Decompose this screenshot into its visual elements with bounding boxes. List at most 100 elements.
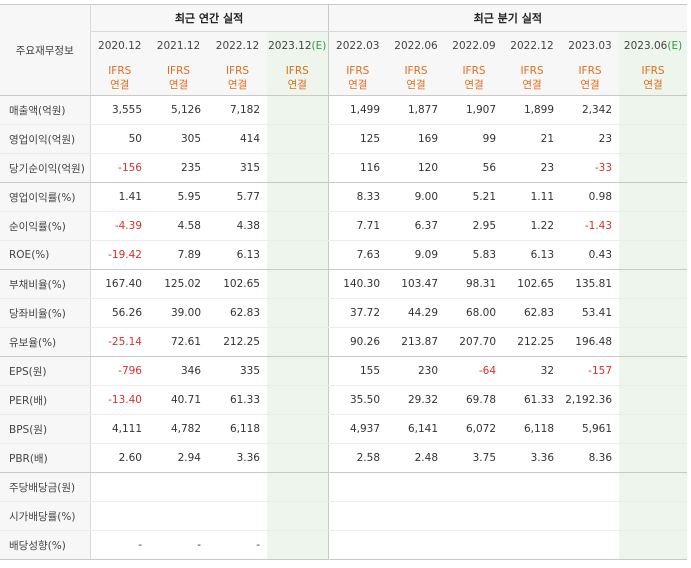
table-cell: 62.83: [503, 298, 562, 328]
table-row: 영업이익(억원) 50 305 414 125 169 99 21 23: [0, 124, 688, 154]
table-cell: [387, 530, 446, 560]
table-cell: -1.43: [561, 211, 620, 241]
table-cell: [90, 472, 149, 502]
table-cell: [267, 124, 329, 154]
table-cell: 0.98: [561, 182, 620, 212]
ifrs-top: IFRS: [641, 64, 665, 77]
table-cell: 2.60: [90, 443, 149, 473]
table-cell: 50: [90, 124, 149, 154]
period-header: 2021.12: [149, 31, 208, 60]
table-cell: [267, 530, 329, 560]
table-row: 매출액(억원) 3,555 5,126 7,182 1,499 1,877 1,907 1,8…: [0, 95, 688, 125]
table-cell: 62.83: [208, 298, 267, 328]
ifrs-top: IFRS: [462, 64, 486, 77]
table-row: PER(배) -13.40 40.71 61.33 35.50 29.32 69.78 61.…: [0, 385, 688, 415]
table-row: 시가배당률(%): [0, 501, 688, 531]
table-cell: 213.87: [387, 327, 446, 357]
table-cell: 125: [327, 124, 388, 154]
table-cell: -25.14: [90, 327, 149, 357]
table-row: 주당배당금(원): [0, 472, 688, 502]
table-cell: [445, 501, 504, 531]
table-cell: [267, 472, 329, 502]
table-cell: [619, 211, 688, 241]
ifrs-bottom: 연결: [110, 78, 130, 91]
table-cell: [327, 472, 388, 502]
table-row: 영업이익률(%) 1.41 5.95 5.77 8.33 9.00 5.21 1.11 0.98: [0, 182, 688, 212]
table-cell: [149, 501, 208, 531]
table-cell: [619, 443, 688, 473]
ifrs-top: IFRS: [225, 64, 250, 77]
table-cell: [208, 501, 267, 531]
row-label: 유보율(%): [0, 327, 91, 357]
table-cell: -796: [90, 356, 149, 386]
table-cell: 335: [208, 356, 267, 386]
table-cell: [561, 472, 620, 502]
ifrs-bottom: 연결: [464, 78, 484, 91]
table-cell: 3.75: [445, 443, 504, 473]
table-cell: 21: [503, 124, 562, 154]
table-cell: 56.26: [90, 298, 149, 328]
table-cell: 230: [387, 356, 446, 386]
financial-summary-table: 주요재무정보 최근 연간 실적 최근 분기 실적 2020.12 2021.12 2…: [0, 4, 688, 560]
table-row: 순이익률(%) -4.39 4.58 4.38 7.71 6.37 2.95 1.22 -1.4…: [0, 211, 688, 241]
table-cell: 0.43: [561, 240, 620, 270]
annual-group-header: 최근 연간 실적: [90, 4, 329, 32]
quarter-group-header: 최근 분기 실적: [327, 4, 688, 32]
table-cell: [387, 472, 446, 502]
ifrs-basis-label: IFRS 연결: [445, 60, 504, 96]
ifrs-bottom: 연결: [348, 78, 368, 91]
table-cell: 346: [149, 356, 208, 386]
ifrs-top: IFRS: [346, 64, 370, 77]
table-cell: 315: [208, 153, 267, 183]
table-cell: 140.30: [327, 269, 388, 299]
table-cell: 1.41: [90, 182, 149, 212]
table-cell: 3,555: [90, 95, 149, 125]
ifrs-top: IFRS: [520, 64, 544, 77]
table-cell: 29.32: [387, 385, 446, 415]
table-cell: 116: [327, 153, 388, 183]
table-cell: 167.40: [90, 269, 149, 299]
table-cell: [267, 298, 329, 328]
table-cell: [149, 472, 208, 502]
table-cell: [267, 153, 329, 183]
table-cell: 23: [561, 124, 620, 154]
table-cell: 5.77: [208, 182, 267, 212]
table-cell: 37.72: [327, 298, 388, 328]
table-cell: 61.33: [208, 385, 267, 415]
table-row: EPS(원) -796 346 335 155 230 -64 32 -157: [0, 356, 688, 386]
table-cell: 4,111: [90, 414, 149, 444]
table-cell: 6.13: [503, 240, 562, 270]
table-cell: 2.58: [327, 443, 388, 473]
table-row: 당좌비율(%) 56.26 39.00 62.83 37.72 44.29 68.00 62.…: [0, 298, 688, 328]
table-cell: 39.00: [149, 298, 208, 328]
table-cell: 5,961: [561, 414, 620, 444]
ifrs-top: IFRS: [285, 64, 309, 77]
table-cell: 98.31: [445, 269, 504, 299]
table-cell: 212.25: [503, 327, 562, 357]
table-cell: 7.63: [327, 240, 388, 270]
period-label: 2022.12: [510, 40, 554, 52]
ifrs-basis-label: IFRS 연결: [561, 60, 620, 96]
table-cell: [267, 182, 329, 212]
estimate-mark: (E): [667, 40, 683, 52]
table-cell: 6.37: [387, 211, 446, 241]
table-cell: 6,118: [503, 414, 562, 444]
table-cell: 4.38: [208, 211, 267, 241]
table-cell: -: [149, 530, 208, 560]
period-label: 2023.06: [623, 40, 668, 52]
ifrs-bottom: 연결: [168, 78, 189, 91]
table-cell: [619, 327, 688, 357]
period-header: 2022.06: [387, 31, 446, 60]
period-header: 2023.06(E): [619, 31, 688, 60]
table-cell: 53.41: [561, 298, 620, 328]
table-cell: [267, 501, 329, 531]
table-cell: -157: [561, 356, 620, 386]
table-cell: 305: [149, 124, 208, 154]
table-cell: [267, 95, 329, 125]
table-row: 배당성향(%) - - -: [0, 530, 688, 560]
table-cell: 235: [149, 153, 208, 183]
table-cell: [561, 501, 620, 531]
table-cell: 44.29: [387, 298, 446, 328]
row-label: PBR(배): [0, 443, 91, 473]
row-label: 주당배당금(원): [0, 472, 91, 502]
